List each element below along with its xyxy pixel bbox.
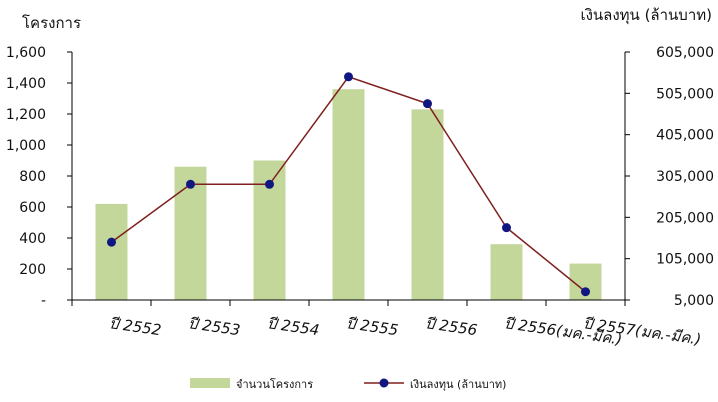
line-point [186, 179, 195, 189]
x-axis-tick-label: ปี 2553 [187, 314, 241, 339]
left-axis-tick-label: 800 [19, 169, 46, 185]
left-axis-tick-label: - [41, 293, 46, 309]
left-axis-tick-label: 400 [19, 231, 46, 247]
bar [332, 89, 365, 300]
x-axis: ปี 2552 ปี 2553 ปี 2554 ปี 2555 ปี 2556 ปี 25… [71, 299, 702, 349]
line-point [581, 287, 590, 297]
right-axis-tick-label: 105,000 [656, 252, 714, 268]
bar-series [95, 89, 602, 300]
left-axis-tick-label: 600 [19, 200, 46, 216]
left-axis-tick-label: 1,600 [6, 45, 46, 61]
left-axis-title: โครงการ [22, 14, 81, 32]
line-point [423, 99, 432, 109]
bar [174, 166, 207, 300]
x-axis-tick-label: ปี 2554 [266, 314, 320, 339]
right-axis-tick-label: 605,000 [656, 45, 714, 61]
line-point [502, 223, 511, 233]
right-y-axis: 5,000 105,000 205,000 305,000 405,000 505,000… [624, 45, 714, 309]
left-axis-tick-label: 1,000 [6, 138, 46, 154]
bar [411, 109, 444, 300]
legend-line-marker [379, 378, 389, 388]
line-point [344, 72, 353, 82]
bar [95, 203, 128, 300]
legend: จำนวนโครงการ เงินลงทุน (ล้านบาท) [190, 377, 506, 391]
left-axis-tick-label: 1,200 [6, 107, 46, 123]
legend-line-label: เงินลงทุน (ล้านบาท) [410, 378, 506, 391]
right-axis-tick-label: 305,000 [656, 169, 714, 185]
x-axis-tick-label: ปี 2555 [345, 314, 399, 339]
right-axis-title: เงินลงทุน (ล้านบาท) [580, 6, 712, 25]
legend-bar-label: จำนวนโครงการ [236, 377, 313, 391]
line-point [107, 237, 116, 247]
left-axis-tick-label: 200 [19, 262, 46, 278]
legend-bar-swatch [190, 378, 230, 388]
x-axis-tick-label: ปี 2552 [108, 314, 162, 339]
line-point [265, 179, 274, 189]
right-axis-tick-label: 405,000 [656, 128, 714, 144]
right-axis-tick-label: 205,000 [656, 210, 714, 226]
bar [490, 244, 523, 300]
left-y-axis: - 200 400 600 800 1,000 1,200 1,400 1,600 [6, 45, 73, 309]
right-axis-tick-label: 5,000 [674, 293, 714, 309]
x-axis-tick-label: ปี 2556 [424, 314, 478, 339]
line-series [107, 72, 590, 297]
right-axis-tick-label: 505,000 [656, 86, 714, 102]
left-axis-tick-label: 1,400 [6, 76, 46, 92]
